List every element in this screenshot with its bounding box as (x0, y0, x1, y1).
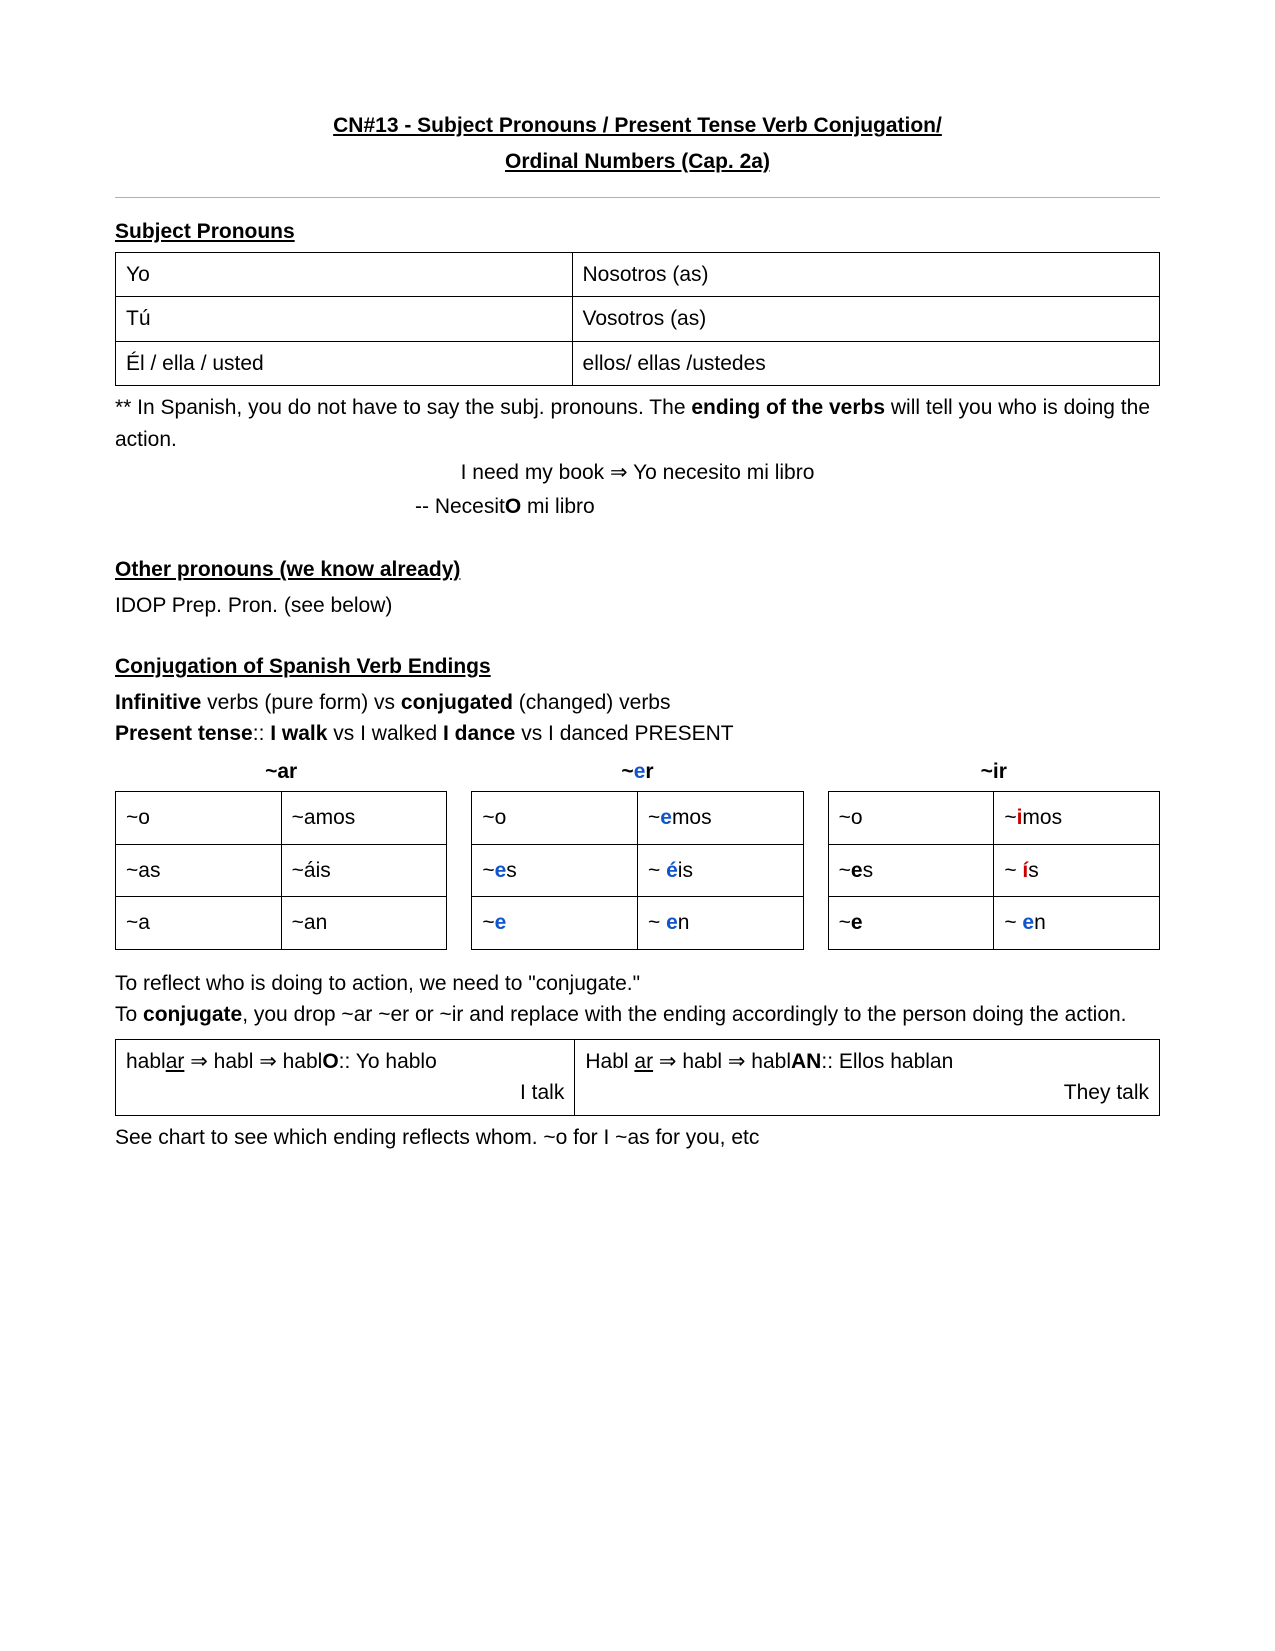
ar-block: ~ar ~o ~amos ~as ~áis ~a ~an (115, 756, 447, 950)
conjugate-paragraph: To conjugate, you drop ~ar ~er or ~ir an… (115, 999, 1160, 1031)
present-b2: I dance (443, 722, 515, 745)
pronoun-cell: Tú (116, 297, 573, 342)
hablar-left-cell: hablar ⇒ habl ⇒ hablO:: Yo hablo I talk (116, 1039, 575, 1115)
ending-cell: ~es (828, 844, 994, 897)
ending-cell: ~amos (281, 792, 447, 845)
inf-mid: verbs (pure form) vs (201, 691, 401, 714)
present-b1: I walk (270, 722, 327, 745)
pronoun-cell: Él / ella / usted (116, 341, 573, 386)
inf-post: (changed) verbs (513, 691, 671, 714)
note-text: ** In Spanish, you do not have to say th… (115, 396, 691, 419)
section-other-pronouns-heading: Other pronouns (we know already) (115, 554, 1160, 586)
ar-header: ~ar (115, 756, 447, 788)
other-pronouns-line: IDOP Prep. Pron. (see below) (115, 590, 1160, 622)
ending-cell: ~o (828, 792, 994, 845)
table-row: ~es ~ ís (828, 844, 1159, 897)
pronoun-note-paragraph: ** In Spanish, you do not have to say th… (115, 392, 1160, 455)
hablar-r1: Habl ar ⇒ habl ⇒ hablAN:: Ellos hablan (585, 1046, 1149, 1078)
ending-cell: ~o (472, 792, 638, 845)
present-mid3: vs I danced PRESENT (515, 722, 733, 745)
table-row: ~es ~ éis (472, 844, 803, 897)
inf-bold2: conjugated (401, 691, 513, 714)
present-pre: Present tense (115, 722, 253, 745)
er-highlight: e (634, 760, 646, 783)
subject-pronouns-table: Yo Nosotros (as) Tú Vosotros (as) Él / e… (115, 252, 1160, 387)
pronoun-cell: ellos/ ellas /ustedes (572, 341, 1159, 386)
pronoun-cell: Vosotros (as) (572, 297, 1159, 342)
page-title-line1: CN#13 - Subject Pronouns / Present Tense… (115, 110, 1160, 142)
conj-pre: To (115, 1003, 143, 1026)
ex2-post: mi libro (521, 495, 595, 518)
ending-cell: ~an (281, 897, 447, 950)
table-row: ~o ~imos (828, 792, 1159, 845)
ar-table: ~o ~amos ~as ~áis ~a ~an (115, 791, 447, 950)
ending-cell: ~ éis (637, 844, 803, 897)
document-page: CN#13 - Subject Pronouns / Present Tense… (0, 0, 1275, 1651)
page-title-line2: Ordinal Numbers (Cap. 2a) (115, 146, 1160, 178)
ex2-pre: -- Necesit (415, 495, 505, 518)
hablar-l2: I talk (126, 1077, 564, 1109)
ending-cell: ~as (116, 844, 282, 897)
horizontal-rule (115, 197, 1160, 198)
ending-cell: ~ ís (994, 844, 1160, 897)
table-row: Yo Nosotros (as) (116, 252, 1160, 297)
table-row: ~e ~ en (828, 897, 1159, 950)
ending-cell: ~emos (637, 792, 803, 845)
er-header: ~er (471, 756, 803, 788)
conj-post: , you drop ~ar ~er or ~ir and replace wi… (242, 1003, 1126, 1026)
conj-bold: conjugate (143, 1003, 242, 1026)
ending-cell: ~áis (281, 844, 447, 897)
ending-cell: ~e (828, 897, 994, 950)
present-mid2: vs I walked (327, 722, 443, 745)
table-row: ~as ~áis (116, 844, 447, 897)
hablar-l1: hablar ⇒ habl ⇒ hablO:: Yo hablo (126, 1046, 564, 1078)
reflect-line: To reflect who is doing to action, we ne… (115, 968, 1160, 1000)
infinitive-line: Infinitive verbs (pure form) vs conjugat… (115, 687, 1160, 719)
table-row: ~e ~ en (472, 897, 803, 950)
ir-header: ~ir (828, 756, 1160, 788)
ending-cell: ~a (116, 897, 282, 950)
ex2-bold: O (505, 495, 521, 518)
present-tense-line: Present tense:: I walk vs I walked I dan… (115, 718, 1160, 750)
pronoun-cell: Nosotros (as) (572, 252, 1159, 297)
ending-cell: ~es (472, 844, 638, 897)
ir-table: ~o ~imos ~es ~ ís ~e ~ en (828, 791, 1160, 950)
ending-cell: ~imos (994, 792, 1160, 845)
table-row: hablar ⇒ habl ⇒ hablO:: Yo hablo I talk … (116, 1039, 1160, 1115)
inf-bold1: Infinitive (115, 691, 201, 714)
table-row: ~o ~emos (472, 792, 803, 845)
ending-cell: ~e (472, 897, 638, 950)
example-line1: I need my book ⇒ Yo necesito mi libro (115, 457, 1160, 489)
note-bold: ending of the verbs (691, 396, 885, 419)
hablar-example-table: hablar ⇒ habl ⇒ hablO:: Yo hablo I talk … (115, 1039, 1160, 1116)
table-row: Tú Vosotros (as) (116, 297, 1160, 342)
ending-cell: ~ en (994, 897, 1160, 950)
see-chart-line: See chart to see which ending reflects w… (115, 1122, 1160, 1154)
table-row: ~o ~amos (116, 792, 447, 845)
table-row: Él / ella / usted ellos/ ellas /ustedes (116, 341, 1160, 386)
conjugation-tables-wrap: ~ar ~o ~amos ~as ~áis ~a ~an ~er (115, 756, 1160, 950)
example-line2: -- NecesitO mi libro (115, 491, 1160, 523)
hablar-r2: They talk (585, 1077, 1149, 1109)
ending-cell: ~ en (637, 897, 803, 950)
section-conjugation-heading: Conjugation of Spanish Verb Endings (115, 651, 1160, 683)
er-block: ~er ~o ~emos ~es ~ éis ~e ~ en (471, 756, 803, 950)
ir-block: ~ir ~o ~imos ~es ~ ís ~e ~ en (828, 756, 1160, 950)
er-table: ~o ~emos ~es ~ éis ~e ~ en (471, 791, 803, 950)
hablar-right-cell: Habl ar ⇒ habl ⇒ hablAN:: Ellos hablan T… (575, 1039, 1160, 1115)
ending-cell: ~o (116, 792, 282, 845)
section-subject-pronouns-heading: Subject Pronouns (115, 216, 1160, 248)
pronoun-cell: Yo (116, 252, 573, 297)
present-mid1: :: (253, 722, 271, 745)
table-row: ~a ~an (116, 897, 447, 950)
